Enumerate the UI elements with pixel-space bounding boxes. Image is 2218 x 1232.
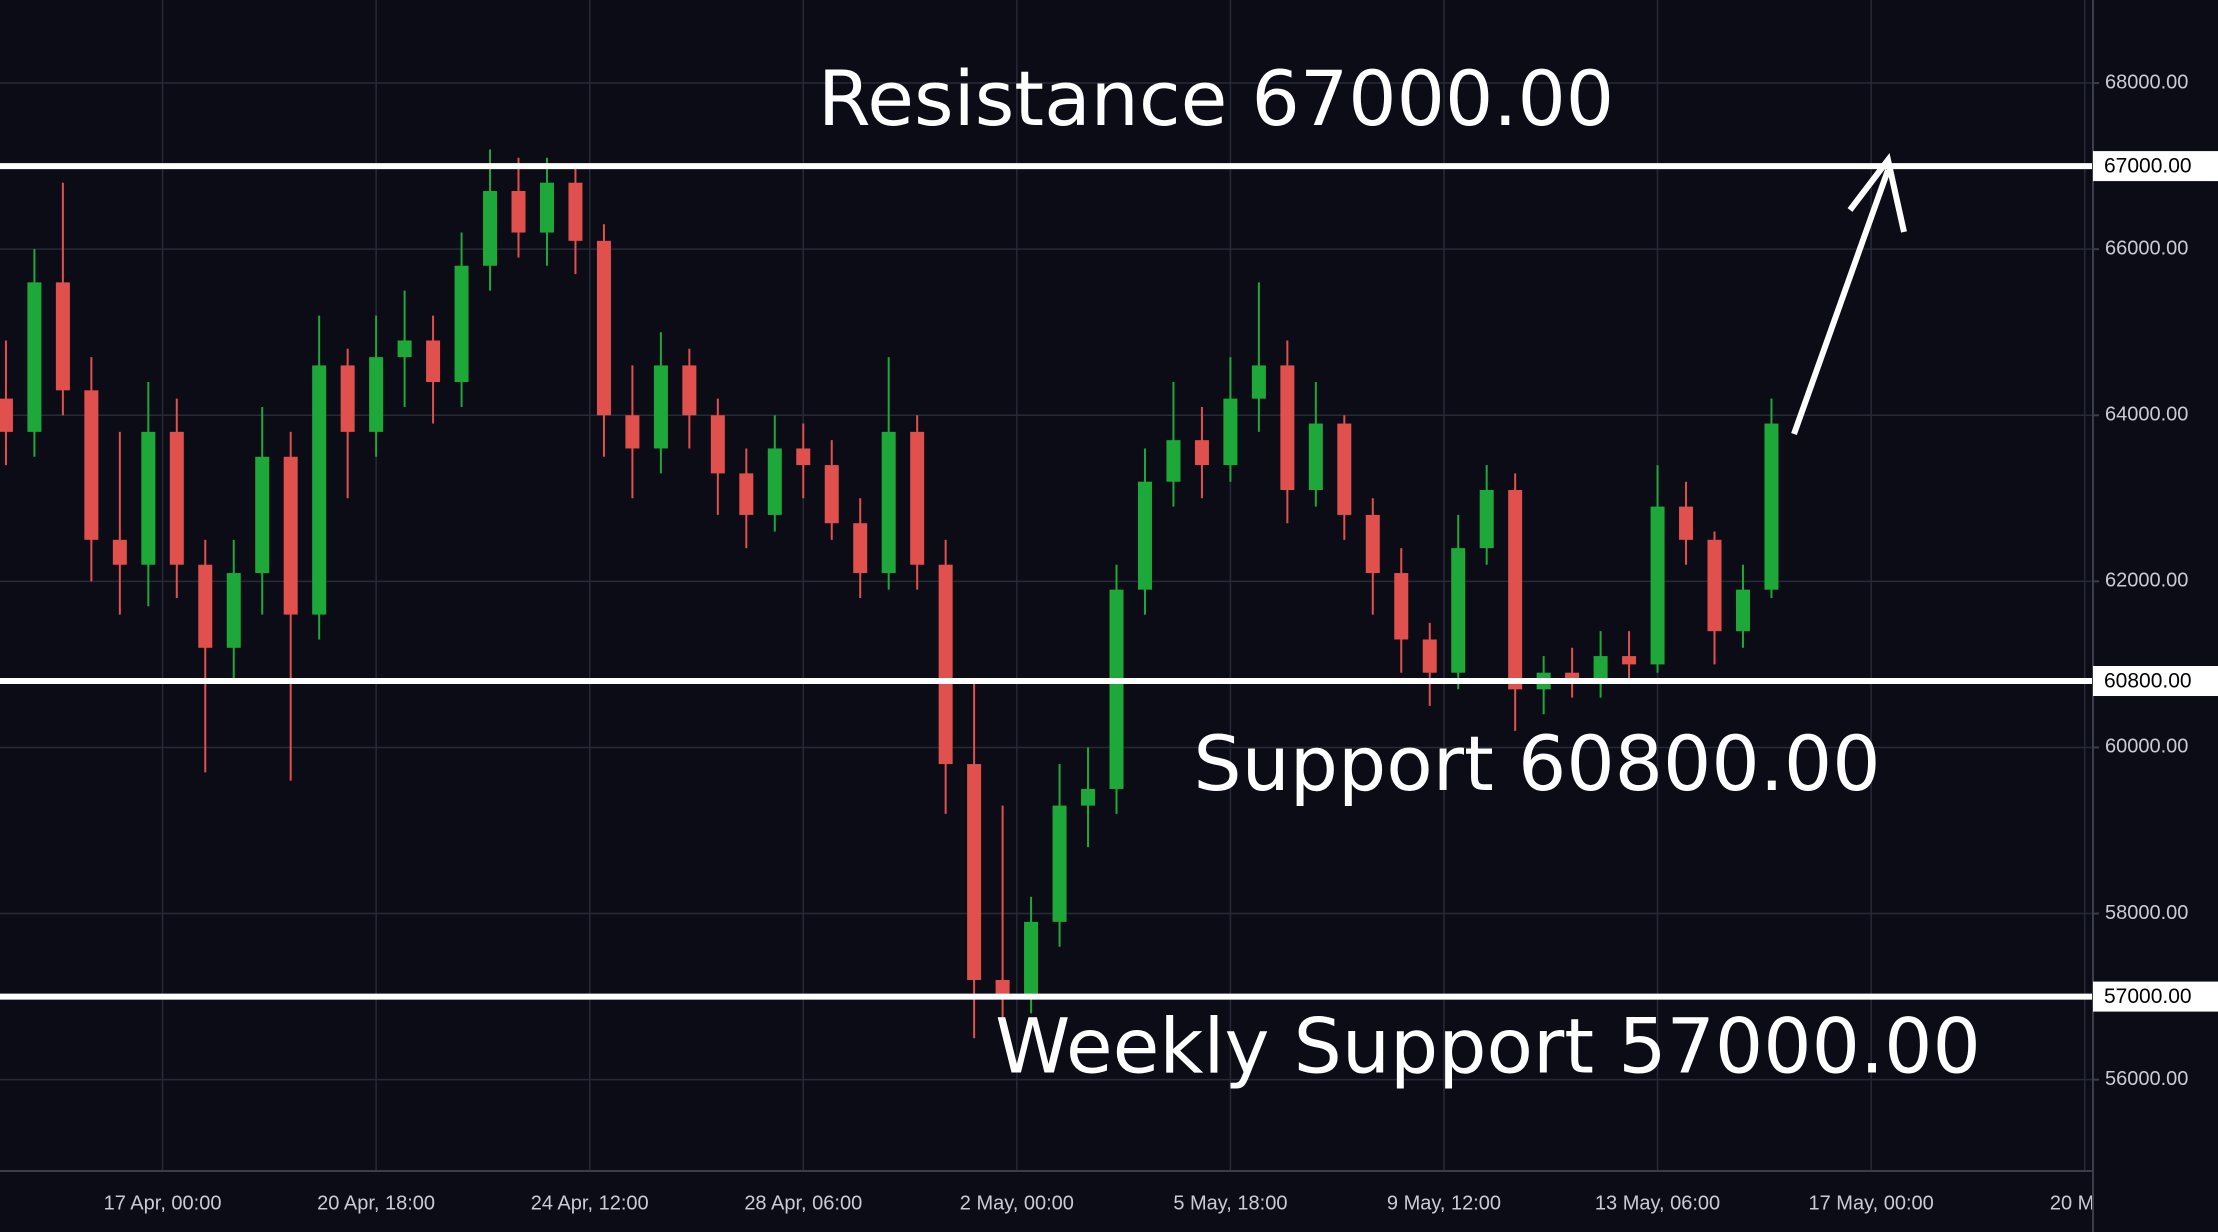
candle-body [84,390,99,540]
candle-body [653,365,668,449]
candle-body [539,182,554,233]
candle-body [426,340,441,383]
price-panel [2093,0,2218,1232]
level-label-box [2093,151,2218,182]
x-tick-label: 28 Apr, 06:00 [744,1192,862,1214]
candle-body [55,282,70,391]
candle-body [0,398,13,432]
candle-body [1679,506,1694,540]
candle-body [625,415,640,449]
candle-body [1451,548,1466,673]
x-tick-label: 5 May, 18:00 [1173,1192,1287,1214]
candle-body [1508,489,1523,690]
y-tick-label: 56000.00 [2105,1068,2188,1090]
x-tick-label: 24 Apr, 12:00 [531,1192,649,1214]
arrow-line [1791,168,1891,436]
candle-body [1109,589,1124,789]
candle-body [995,979,1010,997]
arrow-head [1847,153,1907,233]
y-tick-label: 60000.00 [2105,736,2188,758]
levels: Resistance 67000.00 Support 60800.00 Weekl… [0,54,2093,1091]
y-tick-label: 68000.00 [2105,71,2188,93]
candle-body [1137,481,1152,590]
candle-body [483,191,498,266]
candle-body [1622,656,1637,665]
grid [0,0,2093,1171]
candle-body [938,564,953,765]
candle-body [141,431,156,565]
candle-body [568,182,583,241]
level-label: 60800.00 [2104,670,2192,693]
x-tick-label: 20 Apr, 18:00 [317,1192,435,1214]
candle-body [710,415,725,474]
candle-body [1337,423,1352,515]
candle-body [910,431,925,565]
candle-body [1052,805,1067,922]
level-annotation: Weekly Support 57000.00 [995,1002,1981,1091]
candle-body [767,448,782,515]
candle-body [1764,423,1779,590]
candle-body [796,448,811,466]
x-tick-label: 9 May, 12:00 [1387,1192,1501,1214]
level-annotation: Resistance 67000.00 [818,54,1614,143]
x-tick-label: 2 May, 00:00 [960,1192,1074,1214]
candle-body [312,365,327,615]
candle-body [682,365,697,416]
candles [0,149,1779,1039]
y-tick-label: 58000.00 [2105,902,2188,924]
candle-body [1308,423,1323,490]
candle-body [1166,440,1181,482]
arrow [1791,153,1907,436]
x-tick-label: 17 Apr, 00:00 [104,1192,222,1214]
level-label-box [2093,666,2218,697]
candle-body [1365,514,1380,574]
level-label: 57000.00 [2104,985,2192,1008]
y-tick-label: 64000.00 [2105,404,2188,426]
level-annotation: Support 60800.00 [1193,719,1880,808]
candle-body [27,282,42,432]
candle-body [397,340,412,358]
candle-body [1735,589,1750,632]
x-tick-label: 17 May, 00:00 [1808,1192,1933,1214]
candle-body [511,191,526,233]
candle-body [967,764,982,980]
candle-body [1024,921,1039,997]
candle-body [369,357,384,432]
candle-body [1394,573,1409,640]
candle-body [1194,440,1209,466]
candle-body [454,265,469,383]
y-tick-label: 62000.00 [2105,570,2188,592]
candle-body [1593,656,1608,682]
level-label: 67000.00 [2104,155,2192,178]
y-tick-label: 66000.00 [2105,237,2188,259]
candle-body [255,456,270,574]
candle-body [596,240,611,416]
candle-body [881,431,896,574]
candle-body [1251,365,1266,399]
candle-body [1081,788,1096,806]
x-tick-label: 13 May, 06:00 [1595,1192,1720,1214]
candle-body [739,473,754,515]
candle-body [1422,639,1437,673]
candle-body [824,465,839,524]
candle-body [169,431,184,565]
candle-body [1707,539,1722,632]
candle-body [1650,506,1665,665]
candle-body [112,539,127,565]
candle-body [283,456,298,615]
candle-body [853,523,868,574]
candle-body [1479,489,1494,549]
candle-body [340,365,355,432]
candle-body [1223,398,1238,466]
level-label-box [2093,981,2218,1012]
candle-body [1565,672,1580,682]
candle-body [198,564,213,648]
candle-body [226,573,241,648]
candle-body [1280,365,1295,490]
